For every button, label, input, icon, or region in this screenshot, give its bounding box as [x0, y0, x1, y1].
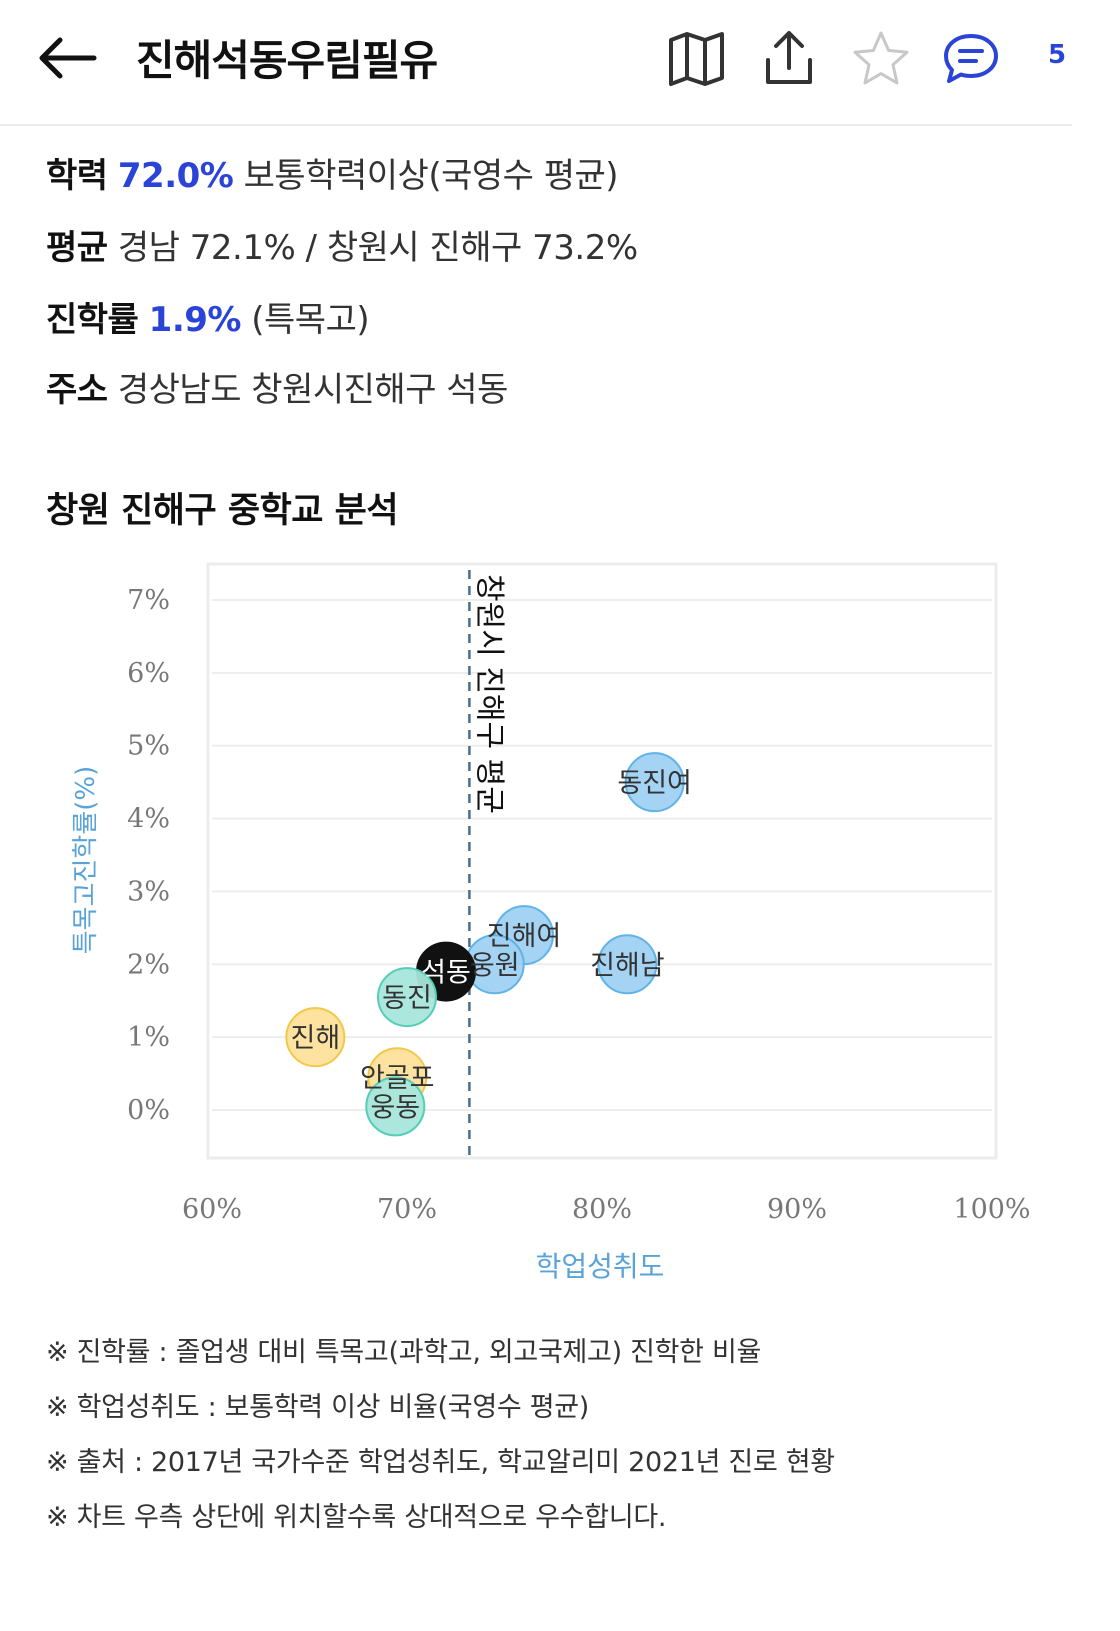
- x-tick-label: 70%: [377, 1194, 437, 1225]
- academic-desc: 보통학력이상(국영수 평균): [243, 156, 619, 196]
- x-tick-label: 100%: [953, 1194, 1030, 1225]
- point-label: 석동: [421, 958, 471, 989]
- point-label: 진해여: [487, 921, 562, 952]
- y-tick-label: 4%: [127, 804, 170, 835]
- comment-icon: [944, 34, 998, 83]
- page-title: 진해석동우림필유: [136, 36, 438, 85]
- plot-frame: [206, 562, 998, 1160]
- point-label: 동진: [382, 983, 432, 1014]
- point-동진여: [624, 752, 685, 813]
- y-axis-title: 특목고진학률(%): [71, 766, 101, 955]
- advance-desc: (특목고): [251, 300, 370, 340]
- average-value: 경남 72.1% / 창원시 진해구 73.2%: [117, 228, 638, 268]
- advance-label: 진학률: [46, 300, 139, 340]
- note-interpretation: ※ 차트 우측 상단에 위치할수록 상대적으로 우수합니다.: [46, 1502, 667, 1533]
- reference-line-label: 창원시 진해구 평균: [471, 574, 506, 814]
- x-tick-label: 60%: [182, 1194, 242, 1225]
- advance-value: 1.9%: [148, 300, 242, 340]
- map-icon: [669, 32, 724, 86]
- section-title: 창원 진해구 중학교 분석: [46, 491, 399, 531]
- y-tick-label: 0%: [127, 1095, 170, 1126]
- point-웅동: [365, 1076, 426, 1137]
- back-button[interactable]: [34, 30, 100, 86]
- map-button[interactable]: [666, 28, 728, 90]
- average-label: 평균: [46, 228, 108, 268]
- comment-button[interactable]: [940, 28, 1002, 90]
- average-line: 평균 경남 72.1% / 창원시 진해구 73.2%: [46, 220, 1066, 269]
- y-tick-label: 2%: [127, 949, 170, 980]
- favorite-button[interactable]: [850, 28, 912, 90]
- point-label: 진해: [291, 1023, 341, 1054]
- arrow-left-icon: [39, 37, 97, 79]
- point-label: 안골포: [360, 1063, 435, 1094]
- note-source: ※ 출처 : 2017년 국가수준 학업성취도, 학교알리미 2021년 진로 …: [46, 1447, 835, 1478]
- share-icon: [766, 31, 812, 84]
- top-bar: 진해석동우림필유 5: [0, 0, 1072, 126]
- advance-line: 진학률 1.9% (특목고): [46, 292, 1066, 341]
- address-value: 경상남도 창원시진해구 석동: [117, 370, 508, 410]
- note-academic: ※ 학업성취도 : 보통학력 이상 비율(국영수 평균): [46, 1392, 590, 1423]
- reference-line-group: 창원시 진해구 평균: [468, 570, 506, 1158]
- address-label: 주소: [46, 370, 108, 410]
- point-label: 웅원: [470, 950, 520, 981]
- point-진해남: [597, 934, 658, 995]
- academic-line: 학력 72.0% 보통학력이상(국영수 평균): [46, 148, 1066, 197]
- point-진해: [285, 1007, 346, 1068]
- y-tick-label: 3%: [127, 876, 170, 907]
- x-axis-title: 학업성취도: [536, 1250, 665, 1283]
- y-tick-label: 7%: [127, 585, 170, 616]
- address-line: 주소 경상남도 창원시진해구 석동: [46, 362, 1066, 411]
- point-label: 웅동: [370, 1092, 420, 1123]
- star-icon: [853, 31, 909, 85]
- academic-value: 72.0%: [117, 156, 234, 196]
- point-label: 동진여: [617, 768, 692, 799]
- chart-grid: [206, 562, 998, 1160]
- y-tick-label: 1%: [127, 1022, 170, 1053]
- point-동진: [377, 967, 437, 1028]
- y-tick-label: 6%: [127, 658, 170, 689]
- note-advance-rate: ※ 진학률 : 졸업생 대비 특목고(과학고, 외고국제고) 진학한 비율: [46, 1337, 762, 1368]
- point-label: 진해남: [590, 950, 665, 981]
- share-button[interactable]: [758, 28, 820, 90]
- x-tick-label: 80%: [572, 1194, 632, 1225]
- y-tick-label: 5%: [127, 731, 170, 762]
- comment-count: 5: [1048, 40, 1067, 70]
- chart-axes: 0% 1% 2% 3% 4% 5% 6% 7% 60% 70% 80% 90% 100% 학업성취도 특목고…: [71, 585, 1031, 1283]
- x-tick-label: 90%: [767, 1194, 827, 1225]
- academic-label: 학력: [46, 156, 108, 196]
